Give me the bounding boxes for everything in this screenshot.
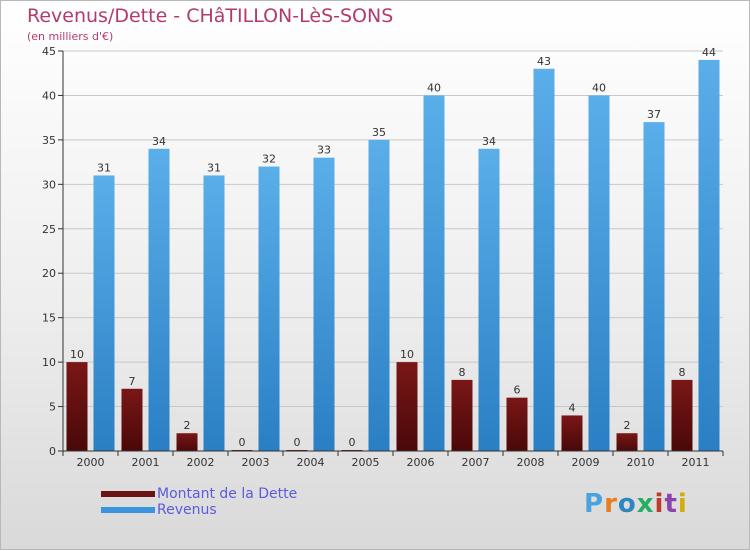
- data-label: 8: [459, 366, 466, 379]
- x-tick-label: 2011: [682, 456, 710, 469]
- data-label: 0: [294, 436, 301, 449]
- x-tick-label: 2009: [572, 456, 600, 469]
- y-tick-label: 10: [42, 356, 56, 369]
- data-label: 32: [262, 153, 276, 166]
- data-label: 6: [514, 384, 521, 397]
- data-label: 31: [207, 161, 221, 174]
- bar-dette: [561, 415, 583, 451]
- y-tick-label: 25: [42, 223, 56, 236]
- bar-dette: [506, 397, 528, 451]
- data-label: 7: [129, 375, 136, 388]
- chart-title: Revenus/Dette - CHâTILLON-LèS-SONS: [27, 5, 394, 27]
- legend-label-dette: Montant de la Dette: [157, 486, 298, 502]
- legend-swatch-dette: [101, 491, 155, 497]
- bar-dette: [121, 388, 143, 451]
- data-label: 34: [152, 135, 166, 148]
- grid-layer: [63, 50, 723, 452]
- data-label: 37: [647, 108, 661, 121]
- bar-dette: [671, 379, 693, 451]
- x-tick-label: 2008: [517, 456, 545, 469]
- data-label: 43: [537, 55, 551, 68]
- bars-layer: [66, 59, 720, 452]
- data-label: 10: [70, 348, 84, 361]
- bar-revenus: [643, 122, 665, 451]
- x-tick-label: 2010: [627, 456, 655, 469]
- legend-swatch-revenus: [101, 507, 155, 513]
- data-label: 10: [400, 348, 414, 361]
- data-label: 40: [592, 81, 606, 94]
- bar-revenus: [533, 68, 555, 452]
- data-label: 35: [372, 126, 386, 139]
- y-tick-label: 30: [42, 178, 56, 191]
- data-label: 33: [317, 144, 331, 157]
- x-tick-label: 2000: [77, 456, 105, 469]
- data-label: 44: [702, 46, 716, 59]
- bar-revenus: [423, 95, 445, 451]
- x-tick-label: 2002: [187, 456, 215, 469]
- bar-revenus: [698, 59, 720, 452]
- x-tick-label: 2005: [352, 456, 380, 469]
- logo-letter: t: [664, 489, 678, 519]
- data-label: 40: [427, 81, 441, 94]
- x-tick-label: 2001: [132, 456, 160, 469]
- x-tick-label: 2007: [462, 456, 490, 469]
- y-tick-label: 5: [49, 401, 56, 414]
- logo-letter: P: [584, 489, 605, 519]
- bar-revenus: [588, 95, 610, 451]
- labels-layer: 10 31 7 34 2 31 0 32 0 33 0 35 10 40 8 34 6 43 4 40 2 37 8 44: [70, 46, 716, 449]
- data-label: 0: [349, 436, 356, 449]
- bar-revenus: [368, 139, 390, 451]
- logo-letter: i: [677, 489, 688, 519]
- bar-dette: [66, 362, 88, 451]
- data-label: 4: [569, 401, 576, 414]
- x-tick-label: 2006: [407, 456, 435, 469]
- y-tick-label: 40: [42, 89, 56, 102]
- bar-revenus: [93, 175, 115, 451]
- logo-letter: x: [636, 489, 655, 519]
- y-tick-label: 20: [42, 267, 56, 280]
- data-label: 31: [97, 161, 111, 174]
- legend-label-revenus: Revenus: [157, 502, 217, 518]
- data-label: 2: [184, 419, 191, 432]
- bar-dette: [176, 433, 198, 451]
- x-tick-label: 2004: [297, 456, 325, 469]
- data-label: 34: [482, 135, 496, 148]
- logo-letter: r: [604, 489, 618, 519]
- data-label: 2: [624, 419, 631, 432]
- bar-dette: [396, 362, 418, 451]
- y-tick-label: 0: [49, 445, 56, 458]
- logo-letter: o: [617, 489, 637, 519]
- data-label: 8: [679, 366, 686, 379]
- logo-letter: i: [654, 489, 665, 519]
- y-tick-label: 35: [42, 134, 56, 147]
- bar-revenus: [258, 166, 280, 452]
- y-tick-label: 45: [42, 45, 56, 58]
- x-tick-label: 2003: [242, 456, 270, 469]
- proxiti-logo: Proxiti: [584, 489, 688, 519]
- bar-revenus: [313, 157, 335, 451]
- bar-revenus: [478, 148, 500, 451]
- y-tick-label: 15: [42, 312, 56, 325]
- bar-dette: [616, 433, 638, 451]
- bar-revenus: [148, 148, 170, 451]
- data-label: 0: [239, 436, 246, 449]
- bar-dette: [451, 379, 473, 451]
- chart-subtitle: (en milliers d'€): [27, 30, 114, 43]
- bar-revenus: [203, 175, 225, 451]
